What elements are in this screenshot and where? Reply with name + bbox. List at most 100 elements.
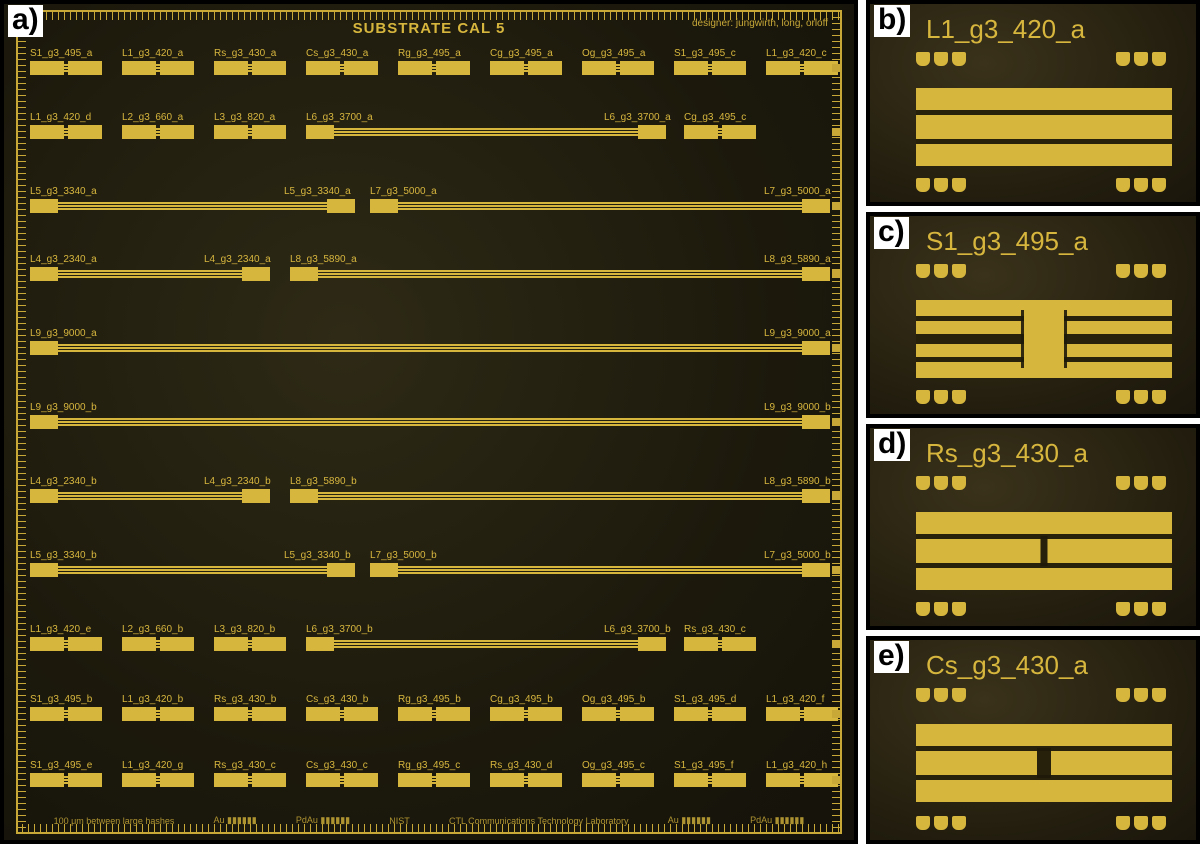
device-body: [490, 707, 562, 721]
probe-icon: [952, 476, 966, 490]
cpw-ground: [518, 710, 534, 712]
device-body: [582, 61, 654, 75]
cpw-device: L1_g3_420_h: [766, 760, 838, 787]
device-body: [30, 61, 102, 75]
cpw-signal: [150, 643, 166, 645]
cpw-lines: [58, 64, 74, 72]
cpw-lines: [334, 640, 638, 648]
probe-icon: [952, 390, 966, 404]
cpw-signal: [426, 779, 442, 781]
device-label: L2_g3_660_a: [122, 112, 194, 123]
cpw-lines: [426, 710, 442, 718]
probe-pad: [306, 125, 334, 139]
device-body: [214, 707, 286, 721]
footer-item: 100 μm between large hashes: [54, 816, 175, 826]
device-label: L1_g3_420_b: [122, 694, 194, 705]
panel-e: e) Cs_g3_430_a: [866, 636, 1200, 844]
device-body: [674, 773, 746, 787]
cpw-signal: [794, 67, 810, 69]
cpw-signal: [150, 779, 166, 781]
probe-icon: [916, 602, 930, 616]
footer-item: CTL Communications Technology Laboratory: [449, 816, 629, 826]
cpw-signal: [334, 131, 638, 133]
cpw-device: Rg_g3_495_c: [398, 760, 470, 787]
cpw-signal: [702, 67, 718, 69]
cpw-lines: [712, 128, 728, 136]
cpw-ground: [242, 64, 258, 66]
device-label: L1_g3_420_d: [30, 112, 102, 123]
probe-icon: [1134, 264, 1148, 278]
probe-icon: [934, 602, 948, 616]
probe-icon: [934, 390, 948, 404]
cpw-device: Og_g3_495_c: [582, 760, 654, 787]
cpw-ground: [58, 64, 74, 66]
cpw-lines: [150, 128, 166, 136]
cpw-ground: [242, 782, 258, 784]
device-label: L1_g3_420_h: [766, 760, 838, 771]
cpw-ground: [242, 710, 258, 712]
probe-icon: [916, 816, 930, 830]
cpw-lines: [58, 202, 327, 210]
cpw-device: L1_g3_420_c: [766, 48, 838, 75]
device-label: Rs_g3_430_b: [214, 694, 286, 705]
probe-pad: [30, 267, 58, 281]
probe-icon: [934, 688, 948, 702]
device-body: [398, 773, 470, 787]
probe-pad: [802, 267, 830, 281]
device-label: L7_g3_5000_b: [764, 550, 831, 561]
cpw-lines: [712, 640, 728, 648]
device-label: S1_g3_495_b: [30, 694, 102, 705]
cpw-device: Rs_g3_430_b: [214, 694, 286, 721]
cpw-ground: [334, 716, 350, 718]
probe-pad: [327, 199, 355, 213]
cpw-ground: [398, 208, 802, 210]
cpw-ground: [58, 202, 327, 204]
cpw-device: S1_g3_495_a: [30, 48, 102, 75]
device-body: [30, 637, 102, 651]
device-body: [122, 707, 194, 721]
cpw-device: Cg_g3_495_c: [684, 112, 756, 139]
cpw-ground: [58, 710, 74, 712]
probe-pad: [30, 341, 58, 355]
device-label: L9_g3_9000_a: [764, 328, 831, 339]
cpw-ground: [318, 276, 802, 278]
edge-tab: [832, 202, 840, 210]
cpw-ground: [334, 646, 638, 648]
cpw-signal: [702, 713, 718, 715]
cpw-ground: [242, 128, 258, 130]
closeup-label-e: Cs_g3_430_a: [926, 650, 1088, 681]
cpw-ground: [334, 782, 350, 784]
device-label: S1_g3_495_e: [30, 760, 102, 771]
cpw-signal: [58, 421, 802, 423]
cpw-ground: [794, 776, 810, 778]
cpw-ground: [610, 782, 626, 784]
device-label: S1_g3_495_f: [674, 760, 746, 771]
cpw-ground: [58, 640, 74, 642]
probe-icon: [934, 178, 948, 192]
device-label: L8_g3_5890_a: [290, 254, 830, 265]
cpw-lines: [610, 64, 626, 72]
cpw-ground: [518, 64, 534, 66]
edge-tab: [832, 566, 840, 574]
cpw-ground: [318, 492, 802, 494]
cpw-device: L8_g3_5890_b: [290, 476, 830, 503]
cpw-signal: [318, 273, 802, 275]
device-label: Cs_g3_430_b: [306, 694, 378, 705]
probe-icon: [952, 816, 966, 830]
device-body: [30, 267, 270, 281]
device-body: [398, 707, 470, 721]
cpw-lines: [794, 64, 810, 72]
cpw-ground: [712, 640, 728, 642]
device-body: [214, 61, 286, 75]
panel-d-label: d): [874, 429, 910, 461]
probe-icon: [952, 688, 966, 702]
cpw-ground: [242, 640, 258, 642]
cpw-ground: [58, 572, 327, 574]
probe-icon: [916, 476, 930, 490]
cpw-ground: [334, 134, 638, 136]
cpw-ground: [610, 716, 626, 718]
cpw-device: L8_g3_5890_a: [290, 254, 830, 281]
closeup-bg-d: Rs_g3_430_a: [870, 428, 1196, 626]
cpw-device: Cs_g3_430_c: [306, 760, 378, 787]
probe-icon: [1152, 264, 1166, 278]
